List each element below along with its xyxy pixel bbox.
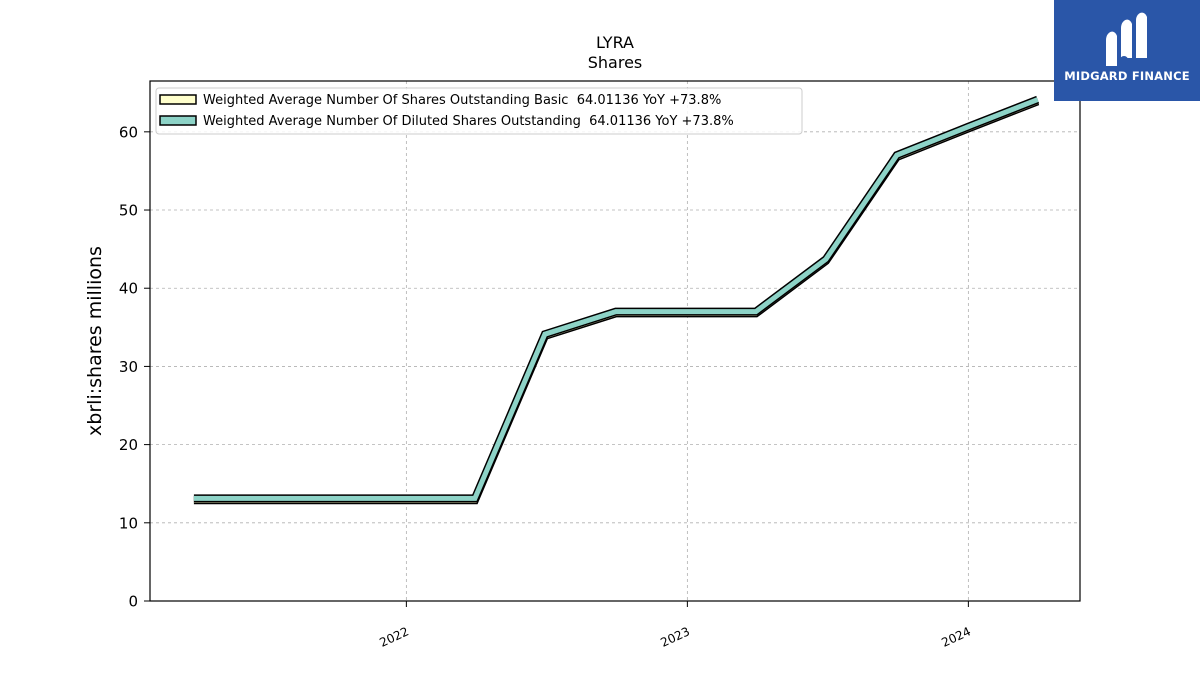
y-tick-label: 0 — [128, 593, 138, 611]
x-tick-label: 2023 — [658, 624, 692, 650]
series-outline — [193, 95, 1040, 503]
y-tick-label: 50 — [119, 202, 138, 220]
y-tick-label: 60 — [119, 123, 138, 141]
brand-name: MIDGARD FINANCE — [1064, 69, 1190, 83]
axis-ticks: 0 10 20 30 40 50 60 2022 2023 2024 — [119, 123, 973, 650]
y-axis-label: xbrli:shares millions — [84, 246, 106, 436]
legend-swatch-diluted — [159, 115, 197, 126]
series-line — [193, 99, 1039, 503]
brand-mark-icon — [1106, 12, 1147, 66]
legend-swatch-basic — [159, 94, 197, 105]
y-tick-label: 10 — [119, 514, 138, 532]
legend-label-diluted: Weighted Average Number Of Diluted Share… — [203, 114, 734, 129]
brand-logo: MIDGARD FINANCE — [1054, 0, 1200, 101]
x-tick-label: 2022 — [377, 624, 411, 650]
series-line — [193, 97, 1039, 501]
series-lines — [193, 95, 1040, 505]
grid — [150, 81, 1080, 601]
x-tick-label: 2024 — [939, 624, 973, 650]
y-tick-label: 40 — [119, 280, 138, 298]
plot-frame — [149, 80, 1081, 602]
series-outline — [193, 97, 1040, 505]
legend-box — [155, 87, 803, 135]
legend: Weighted Average Number Of Shares Outsta… — [155, 87, 803, 135]
y-tick-label: 20 — [119, 436, 138, 454]
y-tick-label: 30 — [119, 358, 138, 376]
chart-title: LYRA — [596, 33, 634, 52]
chart-subtitle: Shares — [588, 53, 643, 72]
legend-label-basic: Weighted Average Number Of Shares Outsta… — [203, 93, 721, 108]
